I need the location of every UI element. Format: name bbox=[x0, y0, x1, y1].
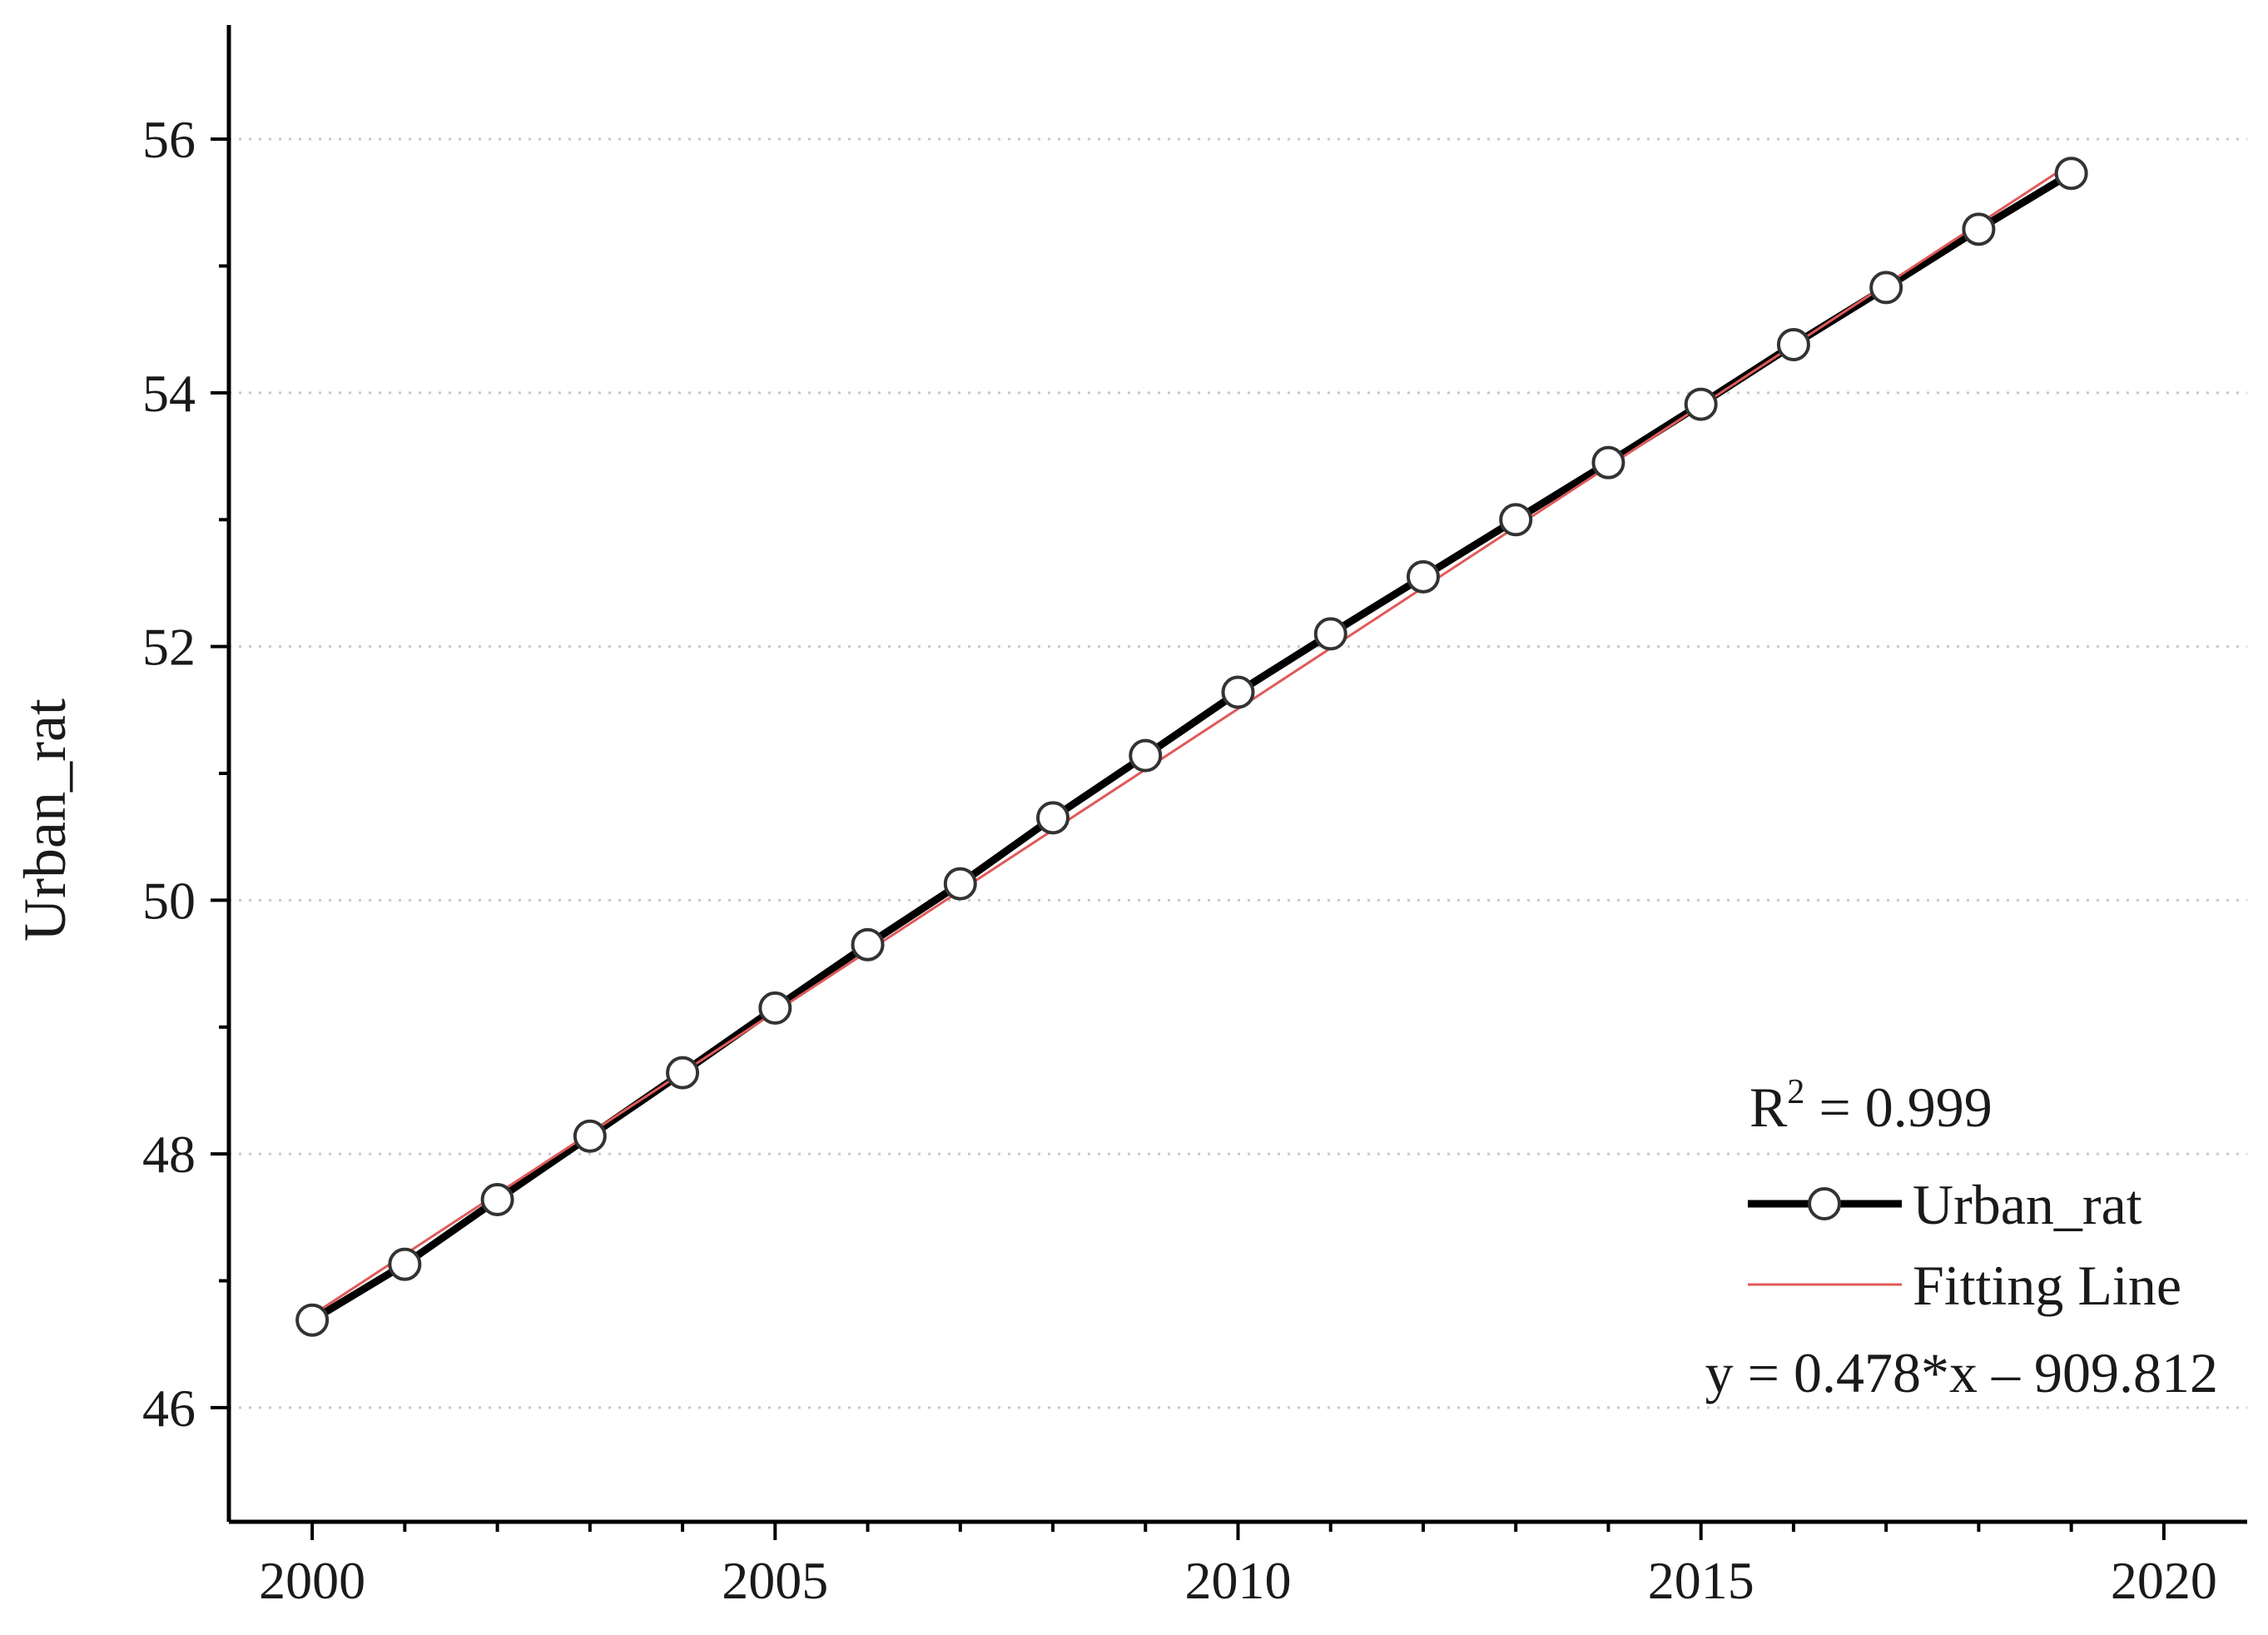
data-point-2005 bbox=[758, 991, 792, 1025]
tick-labels: 46 48 50 52 54 56 2000 2005 2010 2015 2020 bbox=[142, 110, 2217, 1610]
series-layer bbox=[295, 157, 2088, 1337]
data-point-2018 bbox=[1962, 212, 1996, 246]
data-point-2016 bbox=[1776, 327, 1810, 361]
regression-equation: y = 0.478*x – 909.812 bbox=[1705, 1341, 2218, 1404]
y-tick-label-52: 52 bbox=[142, 618, 196, 677]
r-squared-symbol: R bbox=[1749, 1076, 1788, 1139]
grid-lines bbox=[229, 137, 2247, 1409]
y-tick-label-46: 46 bbox=[142, 1379, 196, 1438]
legend: R2 = 0.999 Urban_rat Fitting Line y = 0.… bbox=[1705, 1073, 2218, 1404]
data-point-2017 bbox=[1869, 271, 1903, 305]
y-tick-label-48: 48 bbox=[142, 1125, 196, 1184]
data-point-2000 bbox=[295, 1303, 330, 1337]
data-point-2002 bbox=[480, 1182, 514, 1216]
y-axis-title: Urban_rat bbox=[12, 698, 78, 942]
r-squared-value: = 0.999 bbox=[1804, 1076, 1992, 1139]
data-point-2003 bbox=[573, 1119, 607, 1153]
x-tick-label-2015: 2015 bbox=[1648, 1551, 1754, 1610]
data-point-2019 bbox=[2054, 157, 2088, 191]
r-squared-annotation: R2 = 0.999 bbox=[1749, 1073, 1993, 1139]
data-point-2011 bbox=[1313, 617, 1347, 651]
r-squared-superscript: 2 bbox=[1787, 1073, 1804, 1111]
legend-label-urban-rat: Urban_rat bbox=[1913, 1173, 2142, 1236]
x-tick-label-2000: 2000 bbox=[259, 1551, 365, 1610]
data-point-2014 bbox=[1591, 445, 1625, 480]
legend-swatch-urban-rat-marker bbox=[1808, 1187, 1841, 1220]
data-point-2004 bbox=[666, 1056, 700, 1090]
x-tick-label-2005: 2005 bbox=[722, 1551, 828, 1610]
x-tick-label-2020: 2020 bbox=[2111, 1551, 2217, 1610]
series-fitting-line bbox=[311, 162, 2072, 1316]
data-point-2010 bbox=[1221, 675, 1255, 709]
data-point-2007 bbox=[943, 867, 977, 901]
data-point-2013 bbox=[1499, 503, 1533, 537]
data-point-2001 bbox=[388, 1247, 422, 1281]
y-tick-label-56: 56 bbox=[142, 110, 196, 169]
data-point-2008 bbox=[1036, 801, 1070, 835]
data-point-2006 bbox=[851, 927, 885, 962]
data-point-2009 bbox=[1129, 738, 1163, 773]
axes bbox=[211, 25, 2247, 1540]
data-point-2012 bbox=[1406, 559, 1440, 594]
legend-label-fitting-line: Fitting Line bbox=[1913, 1254, 2181, 1317]
y-tick-label-54: 54 bbox=[142, 364, 196, 423]
y-tick-label-50: 50 bbox=[142, 871, 196, 930]
x-tick-label-2010: 2010 bbox=[1185, 1551, 1292, 1610]
data-point-2015 bbox=[1684, 387, 1718, 421]
